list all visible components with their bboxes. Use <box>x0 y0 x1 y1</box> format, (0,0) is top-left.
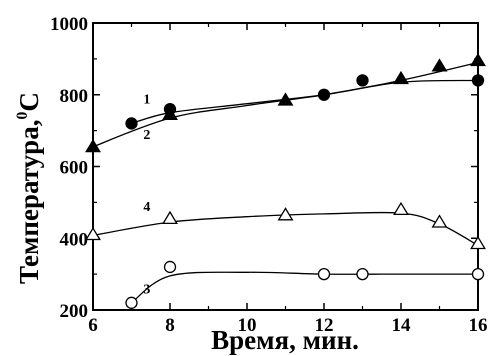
y-axis-title-unit: С <box>14 92 44 112</box>
x-tick-label: 8 <box>165 315 175 336</box>
x-tick-label: 6 <box>88 315 98 336</box>
y-axis-title-degree: 0 <box>14 112 31 120</box>
x-tick-label: 16 <box>469 315 488 336</box>
x-axis-title: Время, мин. <box>211 325 359 355</box>
series-3-point <box>473 269 484 280</box>
series-3-point <box>126 297 137 308</box>
series-3-point <box>165 261 176 272</box>
series-labels: 1 2 4 3 <box>143 92 150 297</box>
series-1-point <box>357 75 368 86</box>
y-axis-title-text: Температура, <box>14 120 44 284</box>
y-tick-label: 600 <box>60 158 89 179</box>
svg-text:Температура,0С: Температура,0С <box>14 92 44 284</box>
series-label-3: 3 <box>143 282 150 297</box>
series-2-point <box>471 54 485 65</box>
series-4-point <box>394 203 408 214</box>
series-4-point <box>163 212 177 223</box>
y-axis-title: Температура,0С <box>14 92 44 284</box>
y-tick-label: 400 <box>60 229 89 250</box>
series-3-point <box>357 269 368 280</box>
series-2-point <box>394 72 408 83</box>
y-tick-label: 1000 <box>50 14 88 35</box>
series-line-3 <box>132 272 479 303</box>
series-1-point <box>319 89 330 100</box>
x-tick-label: 14 <box>392 315 412 336</box>
y-tick-label: 800 <box>60 86 89 107</box>
series-line-1 <box>132 80 479 123</box>
series-1-point <box>473 75 484 86</box>
series-label-4: 4 <box>143 200 150 215</box>
series-3-point <box>319 269 330 280</box>
series-2-point <box>433 60 447 71</box>
plot-area <box>93 23 478 310</box>
y-tick-label: 200 <box>60 301 89 322</box>
axis-ticks <box>93 23 478 310</box>
series-4-point <box>86 228 100 239</box>
series-1-point <box>126 118 137 129</box>
series-label-2: 2 <box>143 128 150 143</box>
series-4-point <box>279 208 293 219</box>
plot-frame <box>93 23 478 310</box>
series-2-point <box>86 140 100 151</box>
series-label-1: 1 <box>143 92 150 107</box>
